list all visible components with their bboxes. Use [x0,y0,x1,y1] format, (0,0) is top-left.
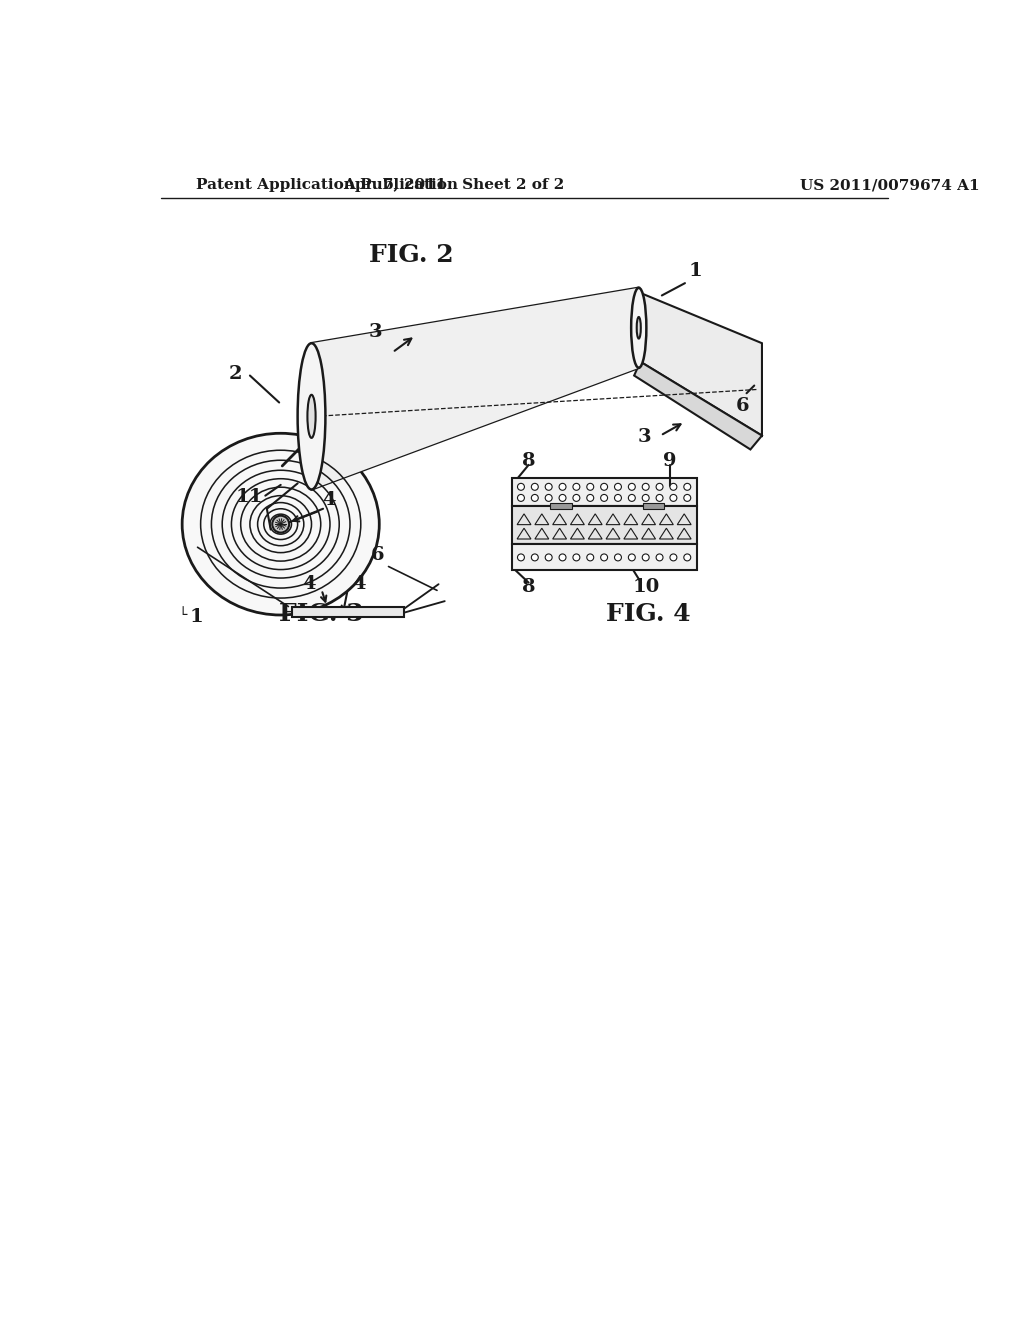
Circle shape [545,554,552,561]
Ellipse shape [631,288,646,368]
Polygon shape [637,292,762,436]
Text: Patent Application Publication: Patent Application Publication [196,178,458,193]
Circle shape [684,483,691,490]
Text: 2: 2 [228,366,243,383]
Text: 11: 11 [236,488,263,506]
Text: 8: 8 [522,578,536,597]
Ellipse shape [298,343,326,490]
Circle shape [531,495,539,502]
Circle shape [559,483,566,490]
Ellipse shape [637,317,641,339]
Circle shape [670,483,677,490]
Bar [512,544,696,570]
Ellipse shape [182,433,379,615]
Circle shape [601,554,607,561]
Circle shape [629,495,635,502]
Circle shape [629,554,635,561]
Circle shape [517,495,524,502]
Circle shape [656,554,663,561]
Circle shape [656,483,663,490]
Text: 3: 3 [369,322,382,341]
Text: 4: 4 [302,576,315,593]
Text: FIG. 3: FIG. 3 [280,602,364,626]
Polygon shape [311,288,639,490]
Bar [512,478,696,506]
Ellipse shape [272,516,289,533]
Text: 1: 1 [189,607,204,626]
Bar [512,506,696,544]
Text: FIG. 2: FIG. 2 [370,243,454,267]
Text: Apr. 7, 2011   Sheet 2 of 2: Apr. 7, 2011 Sheet 2 of 2 [343,178,564,193]
Circle shape [629,483,635,490]
Circle shape [670,495,677,502]
Circle shape [587,554,594,561]
Circle shape [572,554,580,561]
Circle shape [670,554,677,561]
Circle shape [601,495,607,502]
Circle shape [642,554,649,561]
Circle shape [517,554,524,561]
Circle shape [531,554,539,561]
Circle shape [559,554,566,561]
Circle shape [572,495,580,502]
Circle shape [684,554,691,561]
Text: 3: 3 [638,428,651,446]
Circle shape [614,495,622,502]
Text: 4: 4 [352,576,366,593]
Circle shape [545,483,552,490]
Text: 8: 8 [522,451,536,470]
Circle shape [684,495,691,502]
Polygon shape [634,362,762,449]
Text: 6: 6 [371,546,385,564]
Text: └: └ [178,609,186,622]
Text: 4: 4 [323,491,336,508]
Circle shape [601,483,607,490]
Text: 9: 9 [663,451,676,470]
Text: 6: 6 [736,397,750,414]
Circle shape [572,483,580,490]
Text: US 2011/0079674 A1: US 2011/0079674 A1 [801,178,980,193]
Circle shape [642,495,649,502]
Circle shape [531,483,539,490]
Ellipse shape [307,395,315,438]
Circle shape [559,495,566,502]
Bar [550,503,571,508]
Bar [292,607,403,616]
Circle shape [642,483,649,490]
Text: 10: 10 [633,578,660,597]
Text: FIG. 4: FIG. 4 [605,602,690,626]
Circle shape [614,554,622,561]
Circle shape [517,483,524,490]
Circle shape [656,495,663,502]
Circle shape [587,483,594,490]
Circle shape [545,495,552,502]
Circle shape [614,483,622,490]
Text: 1: 1 [689,263,702,280]
Bar [643,503,665,508]
Circle shape [587,495,594,502]
